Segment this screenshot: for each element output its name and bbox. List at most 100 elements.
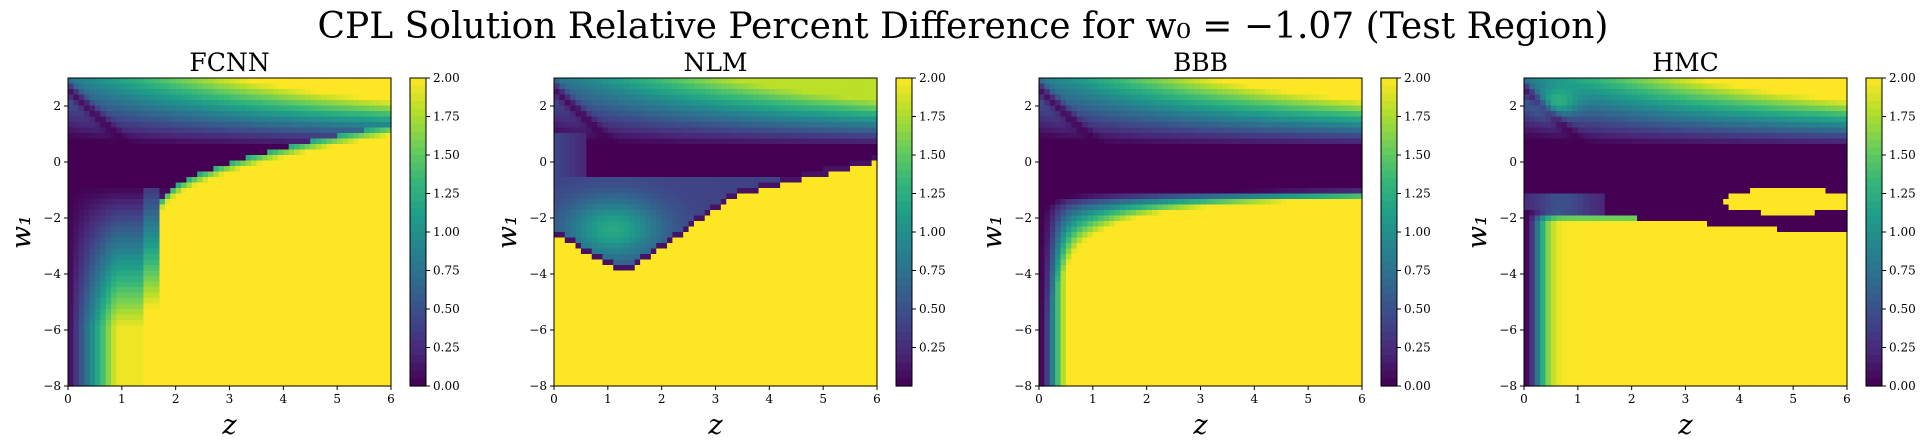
heatmap-cell bbox=[310, 358, 317, 365]
heatmap-cell bbox=[251, 83, 258, 90]
heatmap-cell bbox=[234, 358, 241, 365]
heatmap-cell bbox=[656, 210, 663, 217]
heatmap-cell bbox=[844, 105, 851, 112]
heatmap-cell bbox=[758, 182, 765, 189]
heatmap-cell bbox=[364, 155, 371, 162]
heatmap-cell bbox=[358, 89, 365, 96]
heatmap-cell bbox=[710, 111, 717, 118]
heatmap-cell bbox=[380, 364, 387, 371]
heatmap-cell bbox=[213, 226, 220, 233]
heatmap-cell bbox=[807, 89, 813, 96]
heatmap-cell bbox=[143, 160, 150, 167]
heatmap-cell bbox=[202, 265, 209, 272]
heatmap-cell bbox=[294, 358, 301, 365]
heatmap-cell bbox=[111, 281, 118, 288]
heatmap-cell bbox=[358, 215, 365, 222]
heatmap-cell bbox=[207, 226, 214, 233]
heatmap-cell bbox=[100, 336, 107, 343]
heatmap-cell bbox=[618, 78, 625, 85]
heatmap-cell bbox=[331, 122, 338, 129]
heatmap-cell bbox=[385, 105, 392, 112]
heatmap-cell bbox=[251, 78, 258, 85]
heatmap-cell bbox=[294, 243, 301, 250]
heatmap-cell bbox=[68, 375, 74, 382]
heatmap-cell bbox=[224, 221, 231, 228]
heatmap-cell bbox=[353, 254, 360, 261]
heatmap-cell bbox=[267, 380, 274, 387]
heatmap-cell bbox=[672, 188, 679, 195]
heatmap-cell bbox=[127, 199, 134, 206]
heatmap-cell bbox=[385, 375, 392, 382]
heatmap-cell bbox=[261, 336, 268, 343]
heatmap-cell bbox=[353, 204, 360, 211]
heatmap-cell bbox=[347, 287, 354, 294]
heatmap-cell bbox=[78, 298, 85, 305]
heatmap-cell bbox=[288, 281, 295, 288]
heatmap-cell bbox=[331, 199, 338, 206]
heatmap-cell bbox=[154, 199, 161, 206]
heatmap-cell bbox=[753, 111, 760, 118]
heatmap-cell bbox=[833, 144, 840, 151]
heatmap-cell bbox=[68, 243, 74, 250]
heatmap-cell bbox=[347, 375, 354, 382]
heatmap-cell bbox=[790, 204, 797, 211]
heatmap-cell bbox=[790, 199, 797, 206]
heatmap-cell bbox=[218, 276, 225, 283]
heatmap-cell bbox=[137, 254, 144, 261]
heatmap-cell bbox=[267, 298, 274, 305]
heatmap-cell bbox=[374, 237, 381, 244]
heatmap-cell bbox=[597, 144, 604, 151]
heatmap-cell bbox=[310, 325, 317, 332]
heatmap-cell bbox=[229, 116, 236, 123]
heatmap-cell bbox=[224, 149, 231, 156]
heatmap-cell bbox=[602, 89, 609, 96]
heatmap-cell bbox=[364, 342, 371, 349]
heatmap-cell bbox=[202, 369, 209, 376]
heatmap-cell bbox=[688, 160, 695, 167]
heatmap-cell bbox=[667, 177, 674, 184]
heatmap-cell bbox=[256, 342, 263, 349]
heatmap-cell bbox=[234, 221, 241, 228]
heatmap-cell bbox=[191, 364, 198, 371]
heatmap-cell bbox=[645, 116, 652, 123]
heatmap-cell bbox=[84, 254, 91, 261]
heatmap-cell bbox=[871, 133, 878, 140]
heatmap-cell bbox=[240, 171, 247, 178]
heatmap-cell bbox=[720, 215, 727, 222]
heatmap-cell bbox=[170, 325, 177, 332]
heatmap-cell bbox=[591, 149, 598, 156]
heatmap-cell bbox=[369, 259, 376, 266]
heatmap-cell bbox=[374, 138, 381, 145]
heatmap-cell bbox=[342, 127, 349, 134]
heatmap-cell bbox=[121, 270, 128, 277]
heatmap-cell bbox=[715, 89, 722, 96]
heatmap-cell bbox=[807, 111, 813, 118]
heatmap-cell bbox=[342, 347, 349, 354]
colorbar-segment bbox=[410, 201, 426, 210]
heatmap-cell bbox=[337, 193, 344, 200]
heatmap-cell bbox=[89, 133, 96, 140]
heatmap-cell bbox=[229, 204, 236, 211]
heatmap-cell bbox=[645, 127, 652, 134]
heatmap-cell bbox=[224, 100, 231, 107]
heatmap-cell bbox=[294, 221, 301, 228]
heatmap-cell bbox=[272, 155, 279, 162]
heatmap-cell bbox=[68, 226, 74, 233]
heatmap-cell bbox=[256, 160, 263, 167]
heatmap-cell bbox=[229, 199, 236, 206]
heatmap-cell bbox=[602, 127, 609, 134]
heatmap-cell bbox=[256, 281, 263, 288]
heatmap-cell bbox=[850, 188, 857, 195]
heatmap-cell bbox=[570, 138, 577, 145]
heatmap-cell bbox=[181, 149, 188, 156]
heatmap-cell bbox=[272, 127, 279, 134]
heatmap-cell bbox=[137, 133, 144, 140]
heatmap-cell bbox=[650, 215, 657, 222]
heatmap-cell bbox=[385, 133, 392, 140]
heatmap-cell bbox=[170, 237, 177, 244]
heatmap-cell bbox=[602, 204, 609, 211]
heatmap-cell bbox=[73, 160, 80, 167]
heatmap-cell bbox=[277, 270, 284, 277]
heatmap-cell bbox=[731, 138, 738, 145]
heatmap-cell bbox=[288, 144, 295, 151]
